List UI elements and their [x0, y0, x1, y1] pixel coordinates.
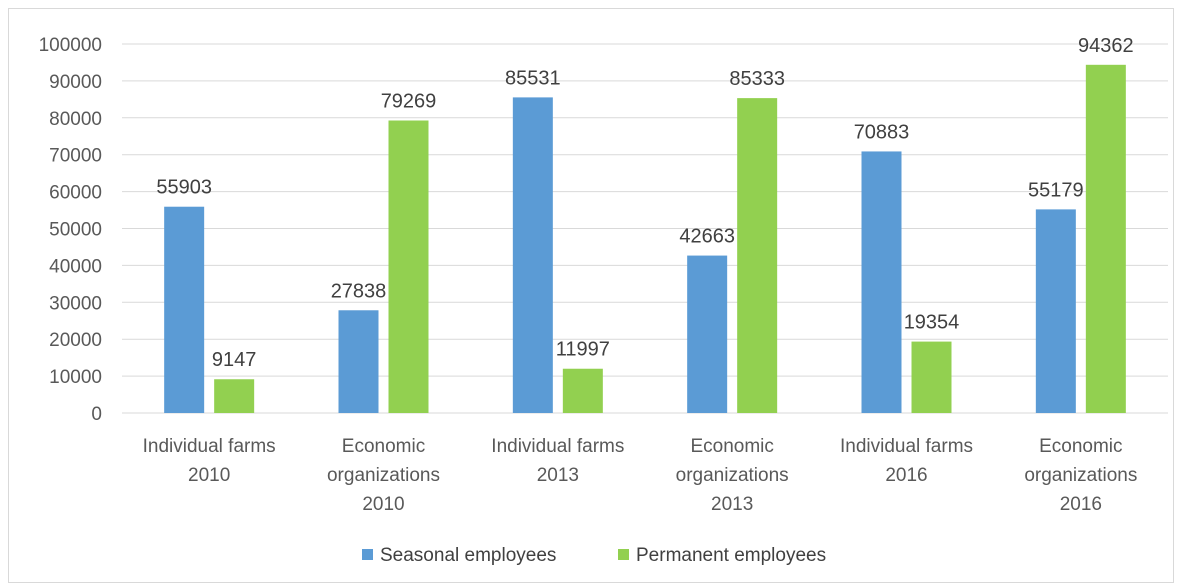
y-tick-label: 100000 — [39, 35, 102, 56]
x-category-label: 2013 — [537, 465, 579, 486]
bar — [562, 368, 603, 413]
y-tick-label: 90000 — [49, 72, 102, 93]
bar — [687, 255, 728, 413]
x-category-label: 2010 — [362, 494, 404, 515]
y-tick-label: 70000 — [49, 146, 102, 167]
legend-label: Seasonal employees — [380, 545, 556, 566]
data-label: 70883 — [854, 121, 910, 143]
data-label: 55179 — [1028, 179, 1084, 201]
x-category-label: Individual farms — [143, 436, 276, 457]
x-category-label: Individual farms — [840, 436, 973, 457]
data-label: 42663 — [679, 226, 735, 248]
legend-item: Permanent employees — [618, 545, 826, 566]
y-tick-label: 0 — [91, 404, 102, 425]
x-category-label: 2010 — [188, 465, 230, 486]
data-label: 9147 — [212, 349, 257, 371]
data-label: 85531 — [505, 67, 561, 89]
x-category-label: Individual farms — [491, 436, 624, 457]
legend: Seasonal employees Permanent employees — [362, 545, 826, 566]
data-labels: 55903 27838 85531 42663 70883 55179 9147 79269 1… — [156, 35, 1133, 371]
y-axis: 0 10000 20000 30000 40000 50000 60000 70000 8000… — [39, 35, 102, 425]
legend-swatch — [618, 549, 629, 560]
bar — [861, 151, 902, 414]
x-category-label: Economic — [342, 436, 425, 457]
series-0 — [164, 97, 1076, 414]
y-tick-label: 20000 — [49, 330, 102, 351]
x-category-label: Economic — [1039, 436, 1122, 457]
y-tick-label: 60000 — [49, 183, 102, 204]
x-category-label: 2013 — [711, 494, 753, 515]
data-label: 94362 — [1078, 35, 1134, 57]
data-label: 19354 — [904, 312, 960, 334]
legend-swatch — [362, 549, 373, 560]
bar — [1085, 64, 1126, 413]
bar — [338, 310, 379, 413]
x-category-label: organizations — [1024, 465, 1137, 486]
y-tick-label: 80000 — [49, 109, 102, 130]
legend-label: Permanent employees — [636, 545, 826, 566]
bar — [737, 98, 778, 414]
x-category-label: organizations — [676, 465, 789, 486]
bar — [388, 120, 429, 414]
y-tick-label: 10000 — [49, 367, 102, 388]
y-tick-label: 40000 — [49, 256, 102, 277]
x-category-label: Economic — [690, 436, 773, 457]
data-label: 55903 — [156, 177, 212, 199]
data-label: 79269 — [381, 90, 437, 112]
data-label: 27838 — [331, 280, 387, 302]
bar — [214, 379, 255, 413]
bars — [164, 64, 1126, 414]
x-category-label: organizations — [327, 465, 440, 486]
gridlines — [122, 43, 1168, 414]
x-category-label: 2016 — [1060, 494, 1102, 515]
y-tick-label: 50000 — [49, 220, 102, 241]
bar — [512, 97, 553, 413]
x-category-label: 2016 — [885, 465, 927, 486]
data-label: 85333 — [729, 68, 785, 90]
x-axis: Individual farms 2010 Economic organization… — [143, 436, 1138, 515]
data-label: 11997 — [556, 339, 610, 361]
y-tick-label: 30000 — [49, 293, 102, 314]
bar — [164, 206, 205, 413]
series-1 — [214, 64, 1126, 414]
bar — [1035, 209, 1076, 413]
legend-item: Seasonal employees — [362, 545, 556, 566]
bar — [911, 341, 952, 413]
